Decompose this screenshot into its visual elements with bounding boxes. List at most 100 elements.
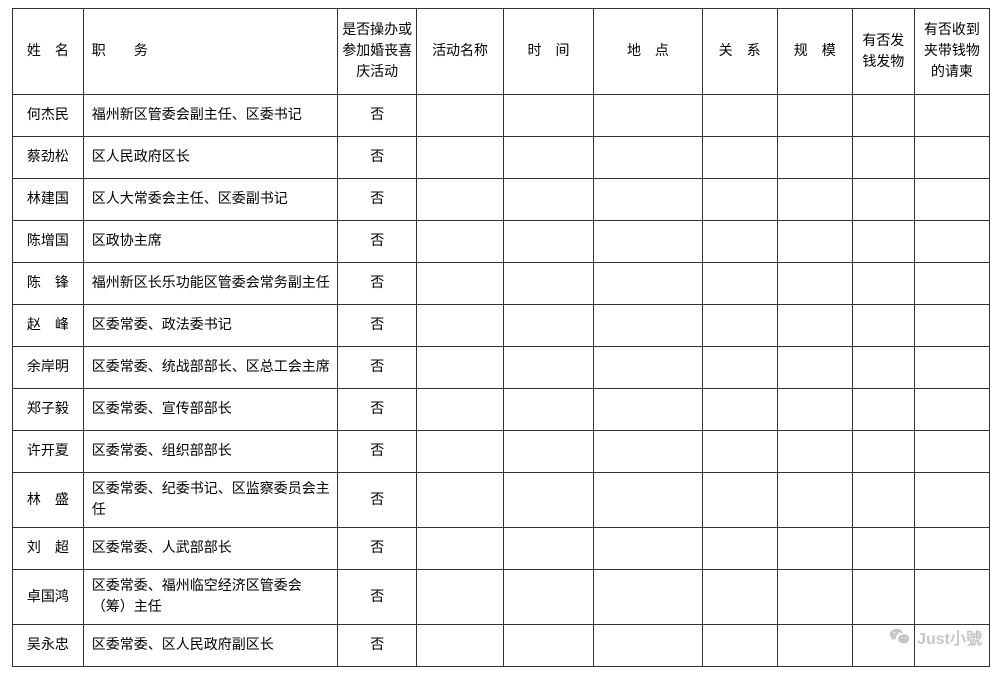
cell-position: 区人民政府区长 [83,137,337,179]
table-header: 姓 名职 务是否操办或参加婚丧喜庆活动活动名称时 间地 点关 系规 模有否发钱发… [13,9,990,95]
cell-money [852,347,914,389]
cell-attend: 否 [337,431,417,473]
watermark-text: Just小號 [917,625,982,649]
cell-time [503,389,594,431]
cell-relation [702,263,777,305]
header-money: 有否发钱发物 [852,9,914,95]
cell-time [503,263,594,305]
header-gift: 有否收到夹带钱物的请柬 [914,9,989,95]
cell-position: 区委常委、组织部部长 [83,431,337,473]
cell-money [852,305,914,347]
cell-position: 区委常委、政法委书记 [83,305,337,347]
cell-time [503,570,594,625]
cell-money [852,179,914,221]
table-row: 赵 峰区委常委、政法委书记否 [13,305,990,347]
cell-name: 许开夏 [13,431,84,473]
cell-relation [702,95,777,137]
cell-scale [777,431,852,473]
cell-position: 区委常委、福州临空经济区管委会（筹）主任 [83,570,337,625]
cell-activity [417,389,503,431]
table-row: 何杰民福州新区管委会副主任、区委书记否 [13,95,990,137]
cell-place [594,305,702,347]
wechat-icon [889,626,911,648]
cell-relation [702,347,777,389]
cell-position: 区委常委、宣传部部长 [83,389,337,431]
cell-activity [417,263,503,305]
cell-gift [914,221,989,263]
cell-position: 区人大常委会主任、区委副书记 [83,179,337,221]
cell-relation [702,431,777,473]
cell-gift [914,473,989,528]
cell-name: 林建国 [13,179,84,221]
cell-time [503,95,594,137]
cell-name: 吴永忠 [13,625,84,667]
cell-attend: 否 [337,95,417,137]
cell-scale [777,137,852,179]
cell-relation [702,625,777,667]
cell-position: 区委常委、统战部部长、区总工会主席 [83,347,337,389]
cell-money [852,473,914,528]
cell-attend: 否 [337,389,417,431]
cell-money [852,528,914,570]
cell-time [503,221,594,263]
cell-gift [914,431,989,473]
table-row: 林建国区人大常委会主任、区委副书记否 [13,179,990,221]
cell-relation [702,221,777,263]
cell-name: 蔡劲松 [13,137,84,179]
cell-activity [417,137,503,179]
cell-place [594,137,702,179]
cell-time [503,179,594,221]
cell-position: 福州新区管委会副主任、区委书记 [83,95,337,137]
header-scale: 规 模 [777,9,852,95]
table-row: 刘 超区委常委、人武部部长否 [13,528,990,570]
cell-activity [417,570,503,625]
cell-name: 卓国鸿 [13,570,84,625]
cell-attend: 否 [337,221,417,263]
cell-money [852,570,914,625]
cell-time [503,347,594,389]
header-attend: 是否操办或参加婚丧喜庆活动 [337,9,417,95]
cell-attend: 否 [337,473,417,528]
cell-gift [914,389,989,431]
cell-position: 区委常委、纪委书记、区监察委员会主任 [83,473,337,528]
cell-name: 林 盛 [13,473,84,528]
cell-time [503,473,594,528]
cell-place [594,473,702,528]
table-row: 吴永忠区委常委、区人民政府副区长否 [13,625,990,667]
cell-position: 福州新区长乐功能区管委会常务副主任 [83,263,337,305]
table-row: 余岸明区委常委、统战部部长、区总工会主席否 [13,347,990,389]
cell-activity [417,221,503,263]
cell-gift [914,528,989,570]
cell-activity [417,473,503,528]
cell-scale [777,221,852,263]
table-body: 何杰民福州新区管委会副主任、区委书记否蔡劲松区人民政府区长否林建国区人大常委会主… [13,95,990,667]
cell-attend: 否 [337,137,417,179]
cell-scale [777,570,852,625]
cell-attend: 否 [337,179,417,221]
cell-time [503,528,594,570]
table-row: 许开夏区委常委、组织部部长否 [13,431,990,473]
cell-scale [777,179,852,221]
cell-time [503,431,594,473]
cell-name: 何杰民 [13,95,84,137]
cell-relation [702,473,777,528]
cell-activity [417,528,503,570]
cell-name: 余岸明 [13,347,84,389]
cell-gift [914,305,989,347]
cell-position: 区政协主席 [83,221,337,263]
header-activity: 活动名称 [417,9,503,95]
cell-relation [702,528,777,570]
cell-activity [417,431,503,473]
table-row: 郑子毅区委常委、宣传部部长否 [13,389,990,431]
cell-activity [417,347,503,389]
report-table: 姓 名职 务是否操办或参加婚丧喜庆活动活动名称时 间地 点关 系规 模有否发钱发… [12,8,990,667]
cell-time [503,137,594,179]
cell-name: 赵 峰 [13,305,84,347]
cell-activity [417,625,503,667]
cell-position: 区委常委、人武部部长 [83,528,337,570]
cell-attend: 否 [337,570,417,625]
cell-place [594,221,702,263]
table-row: 卓国鸿区委常委、福州临空经济区管委会（筹）主任否 [13,570,990,625]
cell-money [852,221,914,263]
cell-place [594,389,702,431]
